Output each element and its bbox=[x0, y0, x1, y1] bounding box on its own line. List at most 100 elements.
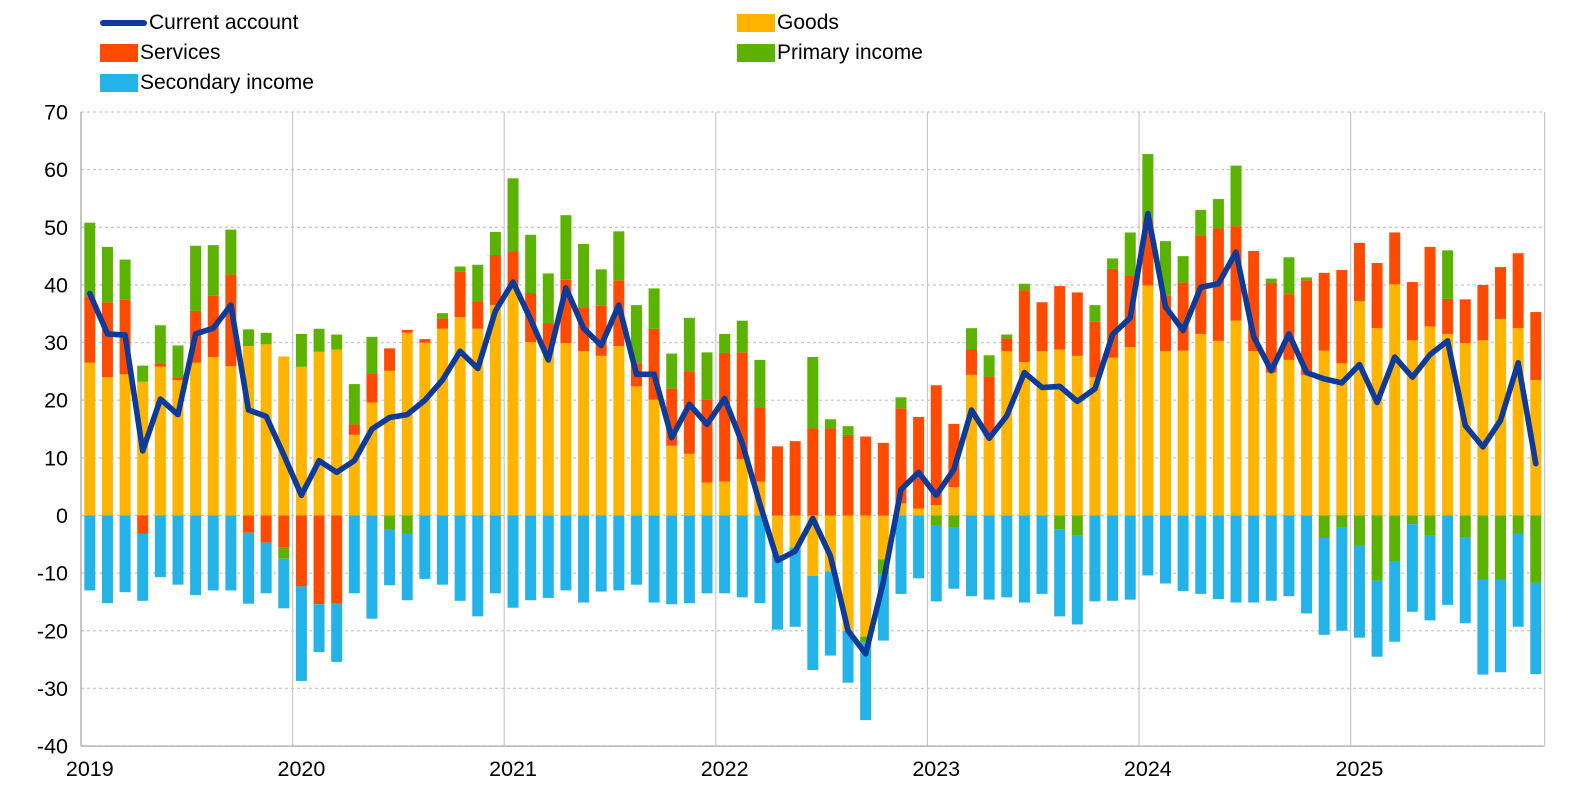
bar-segment-secondary_income bbox=[331, 603, 343, 662]
bar-segment-secondary_income bbox=[295, 586, 307, 681]
bar-segment-primary_income bbox=[1477, 515, 1489, 580]
bar-segment-primary_income bbox=[542, 273, 554, 323]
bar-segment-services bbox=[860, 436, 872, 516]
bar-segment-goods bbox=[154, 366, 166, 516]
legend-item-goods: Goods bbox=[737, 11, 839, 35]
bar-segment-primary_income bbox=[578, 244, 590, 308]
bar-segment-services bbox=[278, 515, 290, 548]
bar-segment-secondary_income bbox=[348, 515, 360, 594]
bar-segment-goods bbox=[1018, 362, 1030, 516]
y-axis-tick-label: -30 bbox=[37, 677, 68, 701]
bar-segment-primary_income bbox=[1071, 515, 1083, 536]
bar-segment-goods bbox=[1512, 328, 1524, 516]
bar-segment-services bbox=[401, 329, 413, 333]
bar-segment-secondary_income bbox=[1495, 579, 1507, 673]
bar-segment-primary_income bbox=[172, 345, 184, 378]
current-account-line-swatch-icon bbox=[100, 20, 147, 26]
bar-segment-primary_income bbox=[1424, 515, 1436, 536]
legend-label-current-account: Current account bbox=[149, 11, 299, 34]
bar-segment-services bbox=[789, 441, 801, 516]
bar-segment-goods bbox=[1089, 377, 1101, 516]
bar-segment-primary_income bbox=[225, 229, 237, 275]
bar-segment-secondary_income bbox=[525, 515, 537, 601]
bar-segment-goods bbox=[1054, 349, 1066, 516]
bar-segment-services bbox=[1248, 250, 1260, 352]
bar-segment-secondary_income bbox=[1230, 515, 1242, 603]
bar-segment-primary_income bbox=[243, 329, 255, 347]
bar-segment-services bbox=[101, 302, 113, 378]
bar-segment-services bbox=[419, 339, 431, 343]
primary-income-swatch-icon bbox=[737, 44, 775, 62]
bar-segment-services bbox=[331, 515, 343, 604]
bar-segment-primary_income bbox=[278, 547, 290, 559]
bar-segment-services bbox=[489, 254, 501, 306]
bar-segment-secondary_income bbox=[578, 515, 590, 603]
bar-segment-goods bbox=[1336, 363, 1348, 516]
bar-segment-goods bbox=[1212, 340, 1224, 516]
bar-segment-secondary_income bbox=[560, 515, 572, 591]
bar-segment-primary_income bbox=[930, 515, 942, 526]
bar-segment-primary_income bbox=[860, 636, 872, 643]
bar-segment-goods bbox=[719, 481, 731, 516]
bar-segment-primary_income bbox=[84, 222, 96, 297]
bar-segment-secondary_income bbox=[542, 515, 554, 598]
bar-segment-secondary_income bbox=[772, 554, 784, 630]
bar-segment-primary_income bbox=[1406, 515, 1418, 525]
bar-segment-services bbox=[243, 515, 255, 533]
bar-segment-goods bbox=[225, 366, 237, 516]
bar-segment-goods bbox=[1371, 328, 1383, 516]
bar-segment-secondary_income bbox=[948, 527, 960, 589]
bar-segment-secondary_income bbox=[736, 515, 748, 598]
bar-segment-secondary_income bbox=[384, 529, 396, 586]
bar-segment-primary_income bbox=[154, 325, 166, 364]
x-axis-year-label: 2025 bbox=[1336, 757, 1384, 781]
bar-segment-primary_income bbox=[807, 356, 819, 429]
bar-segment-goods bbox=[630, 386, 642, 516]
legend-item-services: Services bbox=[100, 41, 221, 65]
bar-segment-services bbox=[966, 349, 978, 375]
bar-segment-secondary_income bbox=[119, 515, 131, 593]
bar-segment-goods bbox=[1001, 351, 1013, 516]
bar-segment-services bbox=[1389, 232, 1401, 285]
bar-segment-secondary_income bbox=[507, 515, 519, 608]
bar-segment-services bbox=[648, 328, 660, 400]
bar-segment-secondary_income bbox=[1371, 580, 1383, 657]
bar-segment-goods bbox=[313, 351, 325, 516]
bar-segment-services bbox=[348, 424, 360, 435]
bar-segment-goods bbox=[666, 445, 678, 516]
bar-segment-secondary_income bbox=[789, 547, 801, 627]
bar-segment-goods bbox=[683, 453, 695, 516]
bar-segment-services bbox=[824, 428, 836, 516]
bar-segment-secondary_income bbox=[101, 515, 113, 604]
bar-segment-secondary_income bbox=[1265, 515, 1277, 601]
bar-segment-services bbox=[1477, 284, 1489, 341]
bar-segment-goods bbox=[1195, 333, 1207, 516]
x-axis-year-label: 2022 bbox=[701, 757, 749, 781]
bar-segment-services bbox=[1406, 282, 1418, 341]
bar-segment-services bbox=[1442, 298, 1454, 334]
bar-segment-secondary_income bbox=[1424, 535, 1436, 621]
bar-segment-services bbox=[1530, 312, 1542, 381]
bar-segment-goods bbox=[930, 505, 942, 516]
bar-segment-secondary_income bbox=[1177, 515, 1189, 592]
bar-segment-services bbox=[1495, 267, 1507, 319]
bar-segment-services bbox=[1459, 299, 1471, 344]
bar-segment-goods bbox=[1159, 351, 1171, 516]
x-axis-year-label: 2021 bbox=[489, 757, 537, 781]
bar-segment-services bbox=[1142, 220, 1154, 286]
bar-segment-secondary_income bbox=[436, 515, 448, 585]
x-axis-year-label: 2024 bbox=[1124, 757, 1172, 781]
bar-segment-primary_income bbox=[472, 264, 484, 302]
bar-segment-secondary_income bbox=[930, 525, 942, 602]
bar-segment-secondary_income bbox=[366, 515, 378, 619]
bar-segment-goods bbox=[966, 374, 978, 516]
bar-segment-services bbox=[1071, 292, 1083, 356]
bar-segment-secondary_income bbox=[1195, 515, 1207, 594]
bar-segment-primary_income bbox=[966, 328, 978, 350]
bar-segment-goods bbox=[436, 328, 448, 516]
bar-segment-services bbox=[877, 442, 889, 516]
bar-segment-primary_income bbox=[1124, 232, 1136, 276]
y-axis-tick-label: -20 bbox=[37, 619, 68, 643]
bar-segment-services bbox=[913, 416, 925, 509]
bar-segment-goods bbox=[613, 346, 625, 516]
